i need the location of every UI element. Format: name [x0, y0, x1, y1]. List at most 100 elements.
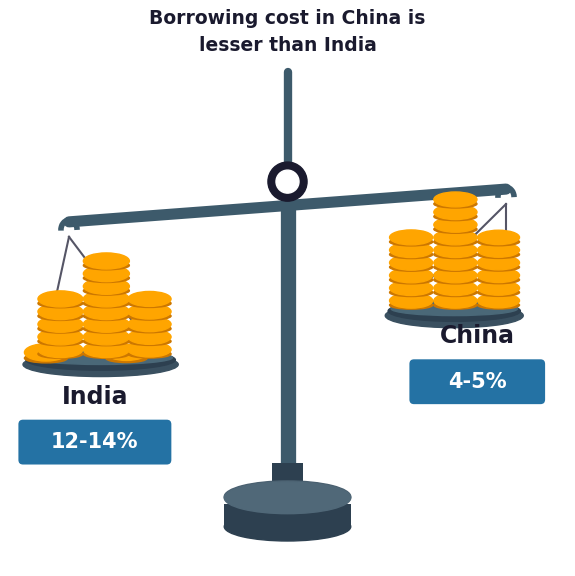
Ellipse shape [106, 354, 147, 362]
Ellipse shape [390, 230, 433, 245]
Ellipse shape [23, 353, 178, 377]
Circle shape [276, 170, 299, 193]
Ellipse shape [388, 301, 520, 321]
Ellipse shape [477, 243, 520, 257]
Ellipse shape [434, 204, 477, 219]
Ellipse shape [38, 329, 83, 345]
Ellipse shape [128, 300, 171, 308]
Ellipse shape [477, 256, 520, 270]
Ellipse shape [390, 238, 433, 246]
Ellipse shape [83, 316, 129, 332]
FancyBboxPatch shape [18, 420, 171, 464]
Ellipse shape [477, 276, 520, 284]
Ellipse shape [434, 217, 477, 232]
Ellipse shape [38, 312, 83, 320]
Text: 12-14%: 12-14% [51, 432, 139, 452]
Ellipse shape [83, 291, 129, 307]
Ellipse shape [38, 324, 83, 333]
Ellipse shape [477, 263, 520, 271]
Ellipse shape [38, 291, 83, 307]
Ellipse shape [83, 299, 129, 308]
Text: Borrowing cost in China is
lesser than India: Borrowing cost in China is lesser than I… [150, 9, 426, 55]
Ellipse shape [477, 230, 520, 245]
Ellipse shape [224, 482, 351, 514]
Ellipse shape [83, 304, 129, 320]
Ellipse shape [38, 350, 83, 358]
Ellipse shape [434, 230, 477, 245]
Ellipse shape [24, 354, 68, 363]
Ellipse shape [83, 312, 129, 320]
Ellipse shape [128, 337, 171, 346]
Ellipse shape [477, 293, 520, 308]
Ellipse shape [38, 299, 83, 308]
Ellipse shape [390, 263, 433, 271]
Ellipse shape [38, 316, 83, 332]
Ellipse shape [434, 301, 477, 309]
Ellipse shape [83, 350, 129, 358]
Ellipse shape [38, 342, 83, 358]
Ellipse shape [128, 342, 171, 357]
Ellipse shape [83, 324, 129, 333]
Bar [224, 503, 351, 526]
Text: India: India [62, 385, 128, 409]
Ellipse shape [128, 317, 171, 332]
Ellipse shape [38, 304, 83, 320]
Ellipse shape [224, 481, 351, 513]
Ellipse shape [224, 512, 351, 541]
Ellipse shape [390, 289, 433, 297]
Ellipse shape [434, 213, 477, 221]
Ellipse shape [390, 293, 433, 308]
Ellipse shape [434, 289, 477, 297]
FancyBboxPatch shape [409, 359, 545, 404]
Ellipse shape [29, 351, 172, 365]
Ellipse shape [83, 286, 129, 295]
Ellipse shape [83, 329, 129, 345]
Ellipse shape [390, 255, 433, 270]
Ellipse shape [477, 251, 520, 259]
Ellipse shape [83, 253, 129, 269]
Ellipse shape [391, 302, 518, 316]
Ellipse shape [83, 274, 129, 282]
Ellipse shape [83, 266, 129, 282]
Ellipse shape [26, 350, 175, 370]
Ellipse shape [390, 276, 433, 284]
Ellipse shape [390, 251, 433, 259]
Ellipse shape [477, 289, 520, 297]
Text: 4-5%: 4-5% [448, 372, 507, 392]
Ellipse shape [83, 342, 129, 358]
Ellipse shape [38, 337, 83, 346]
Ellipse shape [385, 304, 523, 328]
Ellipse shape [434, 251, 477, 259]
Text: China: China [440, 324, 515, 348]
Ellipse shape [390, 268, 433, 283]
Ellipse shape [390, 281, 433, 295]
Circle shape [268, 162, 307, 201]
Ellipse shape [434, 293, 477, 308]
Ellipse shape [128, 312, 171, 320]
Ellipse shape [83, 278, 129, 294]
Ellipse shape [106, 344, 147, 361]
Ellipse shape [434, 263, 477, 271]
Ellipse shape [477, 268, 520, 283]
Ellipse shape [434, 238, 477, 246]
Ellipse shape [83, 337, 129, 346]
Ellipse shape [24, 344, 68, 361]
Ellipse shape [128, 350, 171, 358]
Ellipse shape [128, 304, 171, 319]
Ellipse shape [434, 192, 477, 207]
Ellipse shape [390, 301, 433, 309]
Ellipse shape [477, 281, 520, 295]
Ellipse shape [434, 200, 477, 208]
Ellipse shape [128, 324, 171, 333]
Ellipse shape [390, 242, 433, 257]
FancyBboxPatch shape [272, 463, 304, 501]
Ellipse shape [434, 276, 477, 284]
Ellipse shape [128, 329, 171, 344]
Ellipse shape [477, 238, 520, 246]
Ellipse shape [83, 261, 129, 270]
Ellipse shape [434, 281, 477, 295]
Ellipse shape [434, 225, 477, 233]
Ellipse shape [128, 291, 171, 306]
Ellipse shape [477, 301, 520, 309]
Ellipse shape [434, 268, 477, 283]
